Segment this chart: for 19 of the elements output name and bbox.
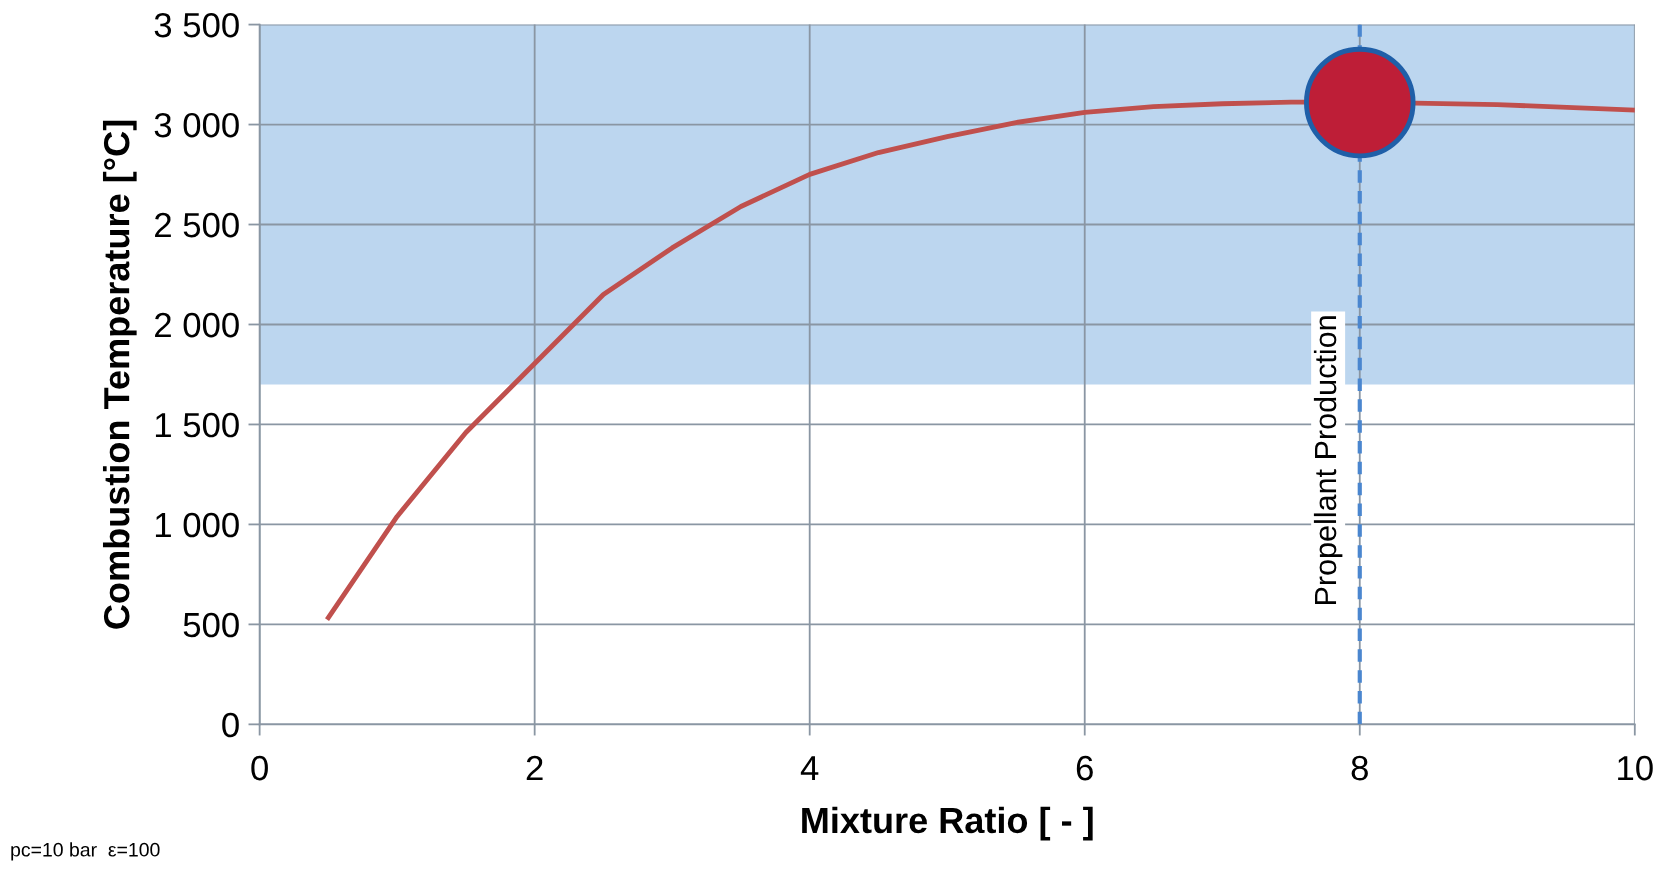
x-tick-label: 8	[1351, 755, 1368, 781]
x-tick-label: 4	[800, 756, 819, 781]
y-tick-label: 2 500	[155, 212, 239, 238]
y-tick-label: 0	[222, 712, 239, 738]
x-tick-label: 6	[1076, 755, 1093, 781]
x-axis-title: Mixture Ratio [ - ]	[802, 806, 1093, 841]
ref-line-label: Propellant Production	[1313, 316, 1343, 604]
x-tick-label: 0	[251, 755, 268, 781]
x-tick-label: 2	[526, 755, 543, 781]
y-tick-label: 1 000	[155, 512, 239, 538]
y-tick-label: 3 500	[154, 12, 239, 38]
x-tick-label: 10	[1618, 755, 1653, 781]
line-series	[325, 99, 1635, 621]
y-axis-title: Combustion Temperature [°C]	[102, 120, 137, 629]
text: pc=10 bar ε=100	[11, 842, 160, 861]
y-tick-label: 3 000	[154, 112, 239, 138]
y-tick-label: 1 500	[155, 412, 239, 438]
y-tick-label: 500	[183, 612, 239, 638]
y-tick-label: 2 000	[155, 312, 239, 338]
